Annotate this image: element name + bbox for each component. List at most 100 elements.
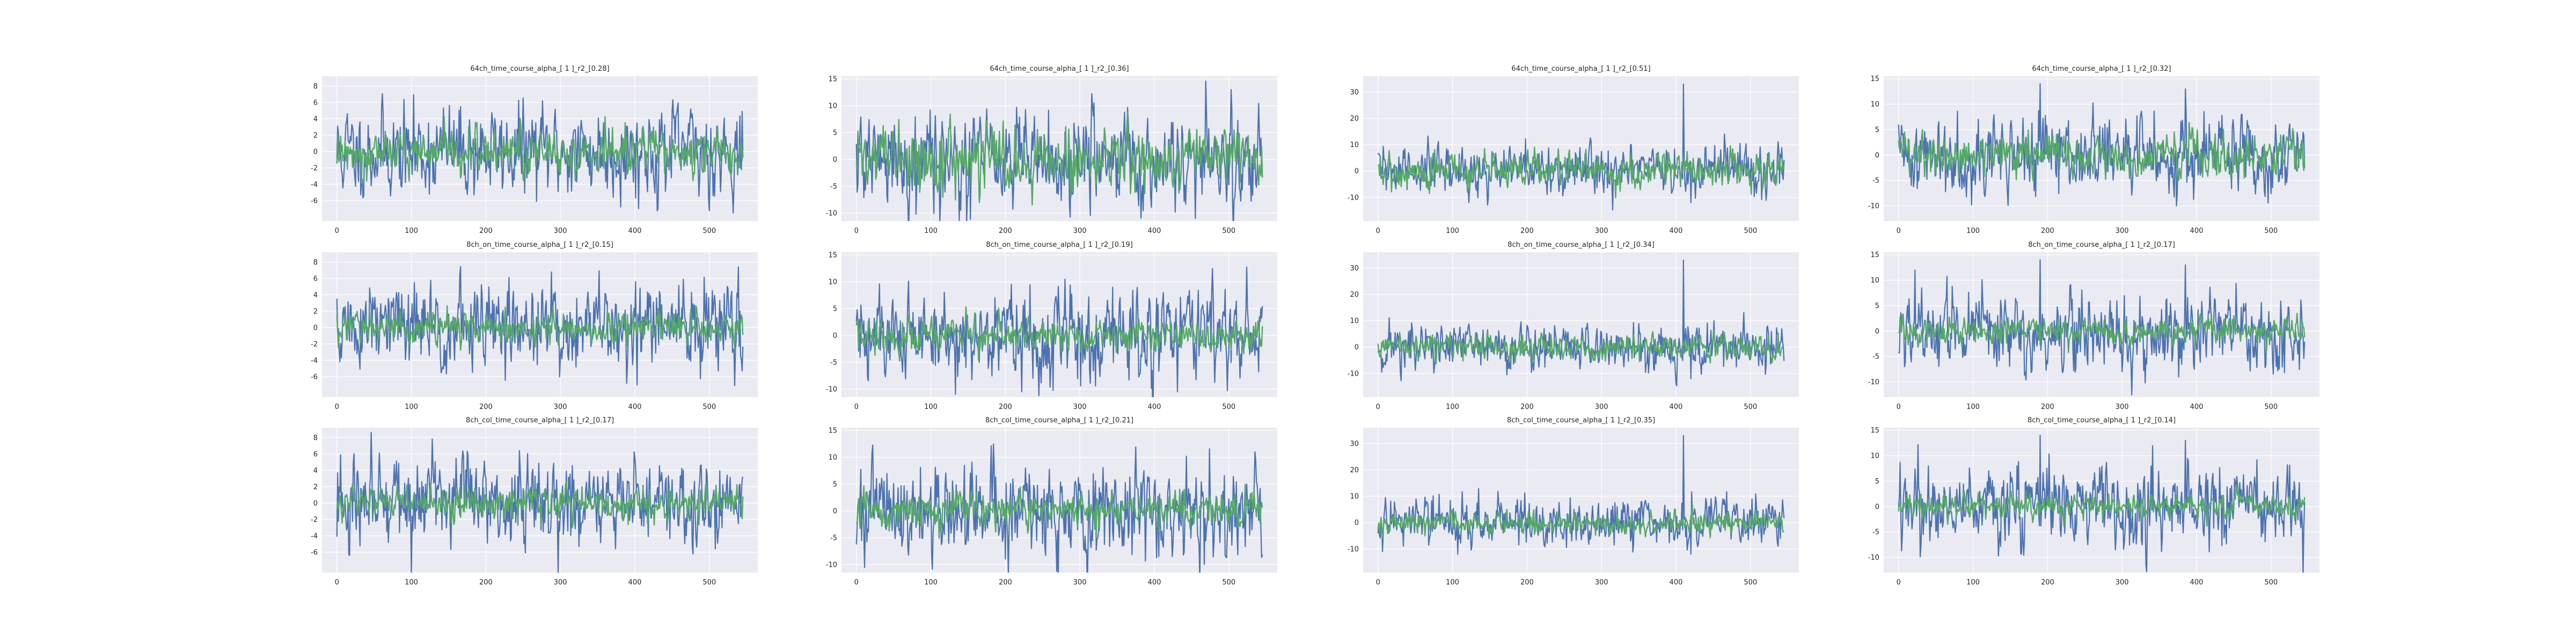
x-tick-label: 500 [702, 227, 716, 235]
y-tick-label: 0 [833, 332, 837, 340]
x-tick-label: 300 [2116, 403, 2129, 411]
x-tick-label: 100 [1966, 579, 1980, 587]
y-tick-label: -10 [826, 561, 837, 569]
x-tick-label: 300 [554, 579, 567, 587]
y-tick-label: 15 [828, 252, 837, 260]
subplot-title: 8ch_col_time_course_alpha_[ 1 ]_r2_[0.14… [2028, 416, 2176, 425]
y-tick-label: 8 [313, 83, 318, 91]
y-tick-label: -10 [1348, 545, 1359, 553]
series-line-blue [855, 266, 1263, 397]
x-tick-label: 400 [1148, 403, 1161, 411]
series-line-green [1898, 312, 2306, 353]
x-tick-label: 500 [1744, 579, 1757, 587]
y-tick-label: -5 [1872, 353, 1879, 361]
series-line-green [855, 306, 1263, 361]
x-tick-label: 500 [702, 403, 716, 411]
y-tick-label: 30 [1350, 440, 1359, 448]
x-tick-label: 200 [1520, 403, 1534, 411]
x-tick-label: 200 [999, 579, 1012, 587]
y-tick-label: 15 [828, 76, 837, 84]
y-tick-label: -10 [1348, 194, 1359, 202]
x-tick-label: 400 [1148, 579, 1161, 587]
series-line-blue [336, 93, 744, 214]
plot-area [1363, 428, 1799, 573]
x-tick-label: 300 [1073, 403, 1087, 411]
x-tick-label: 400 [2190, 403, 2204, 411]
y-tick-label: 2 [313, 483, 318, 491]
y-tick-label: 0 [833, 508, 837, 516]
x-tick-label: 500 [1744, 403, 1757, 411]
y-tick-label: -4 [311, 357, 318, 365]
x-tick-label: 400 [1670, 403, 1683, 411]
subplot-title: 64ch_time_course_alpha_[ 1 ]_r2_[0.36] [990, 65, 1129, 73]
x-tick-label: 500 [2264, 403, 2278, 411]
x-tick-label: 200 [479, 579, 493, 587]
x-tick-label: 300 [1073, 227, 1087, 235]
x-tick-label: 100 [924, 227, 938, 235]
y-tick-label: -2 [311, 340, 318, 348]
series-line-blue [1898, 435, 2306, 573]
y-tick-label: 15 [1870, 427, 1879, 435]
x-tick-label: 200 [999, 227, 1012, 235]
series-line-green [336, 482, 744, 529]
y-tick-label: -5 [830, 535, 837, 543]
y-tick-label: 0 [1355, 519, 1359, 527]
y-tick-label: 5 [833, 129, 837, 137]
x-tick-label: 500 [702, 579, 716, 587]
x-tick-label: 0 [335, 579, 339, 587]
y-tick-label: 8 [313, 434, 318, 442]
y-tick-label: 10 [1870, 277, 1879, 285]
y-tick-label: 4 [313, 467, 318, 475]
y-tick-label: 0 [1875, 151, 1879, 159]
y-tick-label: 6 [313, 450, 318, 458]
y-tick-label: 0 [1875, 327, 1879, 335]
y-tick-label: 2 [313, 308, 318, 316]
x-tick-label: 200 [2041, 227, 2054, 235]
x-tick-label: 400 [2190, 579, 2204, 587]
x-tick-label: 200 [2041, 403, 2054, 411]
y-tick-label: 20 [1350, 115, 1359, 123]
y-tick-label: -5 [1872, 529, 1879, 537]
y-tick-label: 10 [828, 279, 837, 287]
y-tick-label: 0 [313, 148, 318, 156]
x-tick-label: 300 [2116, 227, 2129, 235]
y-tick-label: -2 [311, 164, 318, 172]
x-tick-label: 0 [1376, 227, 1380, 235]
subplot-title: 8ch_on_time_course_alpha_[ 1 ]_r2_[0.15] [466, 241, 613, 249]
subplot-1: 0 100 200 300 400 500 -6 -4 -2 0 2 4 6 8 64ch_time_cou… [311, 65, 758, 235]
x-tick-label: 200 [2041, 579, 2054, 587]
subplot-4: 0 100 200 300 400 500 -10 -5 0 5 10 15 64ch_time_cou… [1868, 65, 2319, 235]
x-tick-label: 0 [335, 227, 339, 235]
x-tick-label: 100 [405, 579, 418, 587]
series-line-green [1377, 329, 1784, 365]
subplot-title: 64ch_time_course_alpha_[ 1 ]_r2_[0.28] [470, 65, 609, 73]
x-tick-label: 0 [854, 227, 859, 235]
x-tick-label: 100 [1446, 227, 1459, 235]
x-tick-label: 0 [1376, 403, 1380, 411]
subplot-title: 8ch_col_time_course_alpha_[ 1 ]_r2_[0.17… [466, 416, 614, 425]
x-tick-label: 0 [854, 403, 859, 411]
series-line-blue [336, 431, 744, 573]
x-tick-label: 100 [405, 403, 418, 411]
y-tick-label: -5 [830, 183, 837, 191]
series-line-blue [1377, 259, 1785, 387]
y-tick-label: -2 [311, 516, 318, 524]
subplot-title: 64ch_time_course_alpha_[ 1 ]_r2_[0.32] [2032, 65, 2171, 73]
series-line-green [336, 305, 744, 351]
plot-area [1363, 252, 1799, 397]
x-tick-label: 500 [1744, 227, 1757, 235]
subplot-title: 8ch_on_time_course_alpha_[ 1 ]_r2_[0.34] [1507, 241, 1655, 249]
subplot-title: 8ch_on_time_course_alpha_[ 1 ]_r2_[0.17] [2028, 241, 2175, 249]
x-tick-label: 200 [1520, 227, 1534, 235]
y-tick-label: -10 [826, 210, 837, 218]
series-line-green [1898, 122, 2306, 182]
y-tick-label: 5 [833, 305, 837, 313]
x-tick-label: 400 [628, 227, 642, 235]
series-line-green [855, 112, 1263, 206]
series-line-blue [1898, 259, 2306, 396]
subplot-6: 0 100 200 300 400 500 -10 -5 0 5 10 15 8ch_on_time_c… [826, 241, 1277, 411]
y-tick-label: 10 [1350, 493, 1359, 501]
subplot-3: 0 100 200 300 400 500 -10 0 10 20 30 64ch_time_cour… [1348, 65, 1799, 235]
y-tick-label: 20 [1350, 466, 1359, 474]
